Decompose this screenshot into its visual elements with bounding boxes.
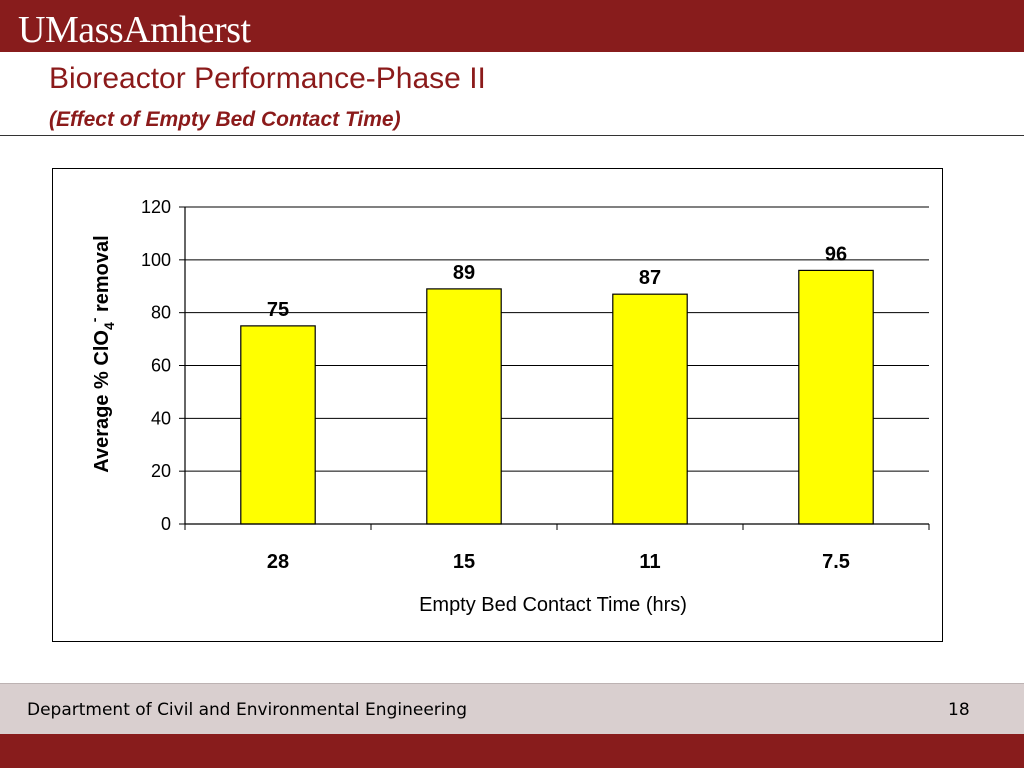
- y-axis-label: Average % ClO4- removal: [86, 235, 117, 472]
- y-tick-label: 40: [151, 408, 171, 428]
- bar: [240, 325, 316, 525]
- y-axis-label-prefix: Average % ClO: [91, 330, 113, 473]
- bar: [426, 288, 502, 525]
- tick-labels: 0 20 40 60 80 100 120 28 15 11 7.5: [141, 197, 850, 573]
- y-tick-label: 120: [141, 197, 171, 217]
- y-axis-label-subscript: 4: [101, 322, 117, 330]
- title-divider: [0, 135, 1024, 136]
- x-axis-label: Empty Bed Contact Time (hrs): [419, 594, 687, 616]
- page-number: 18: [948, 700, 970, 720]
- axes: [179, 206, 930, 530]
- footer-bar: Department of Civil and Environmental En…: [0, 683, 1024, 735]
- department-name: Department of Civil and Environmental En…: [27, 700, 468, 720]
- data-label: 75: [267, 299, 289, 321]
- umass-amherst-logo: UMassAmherst: [18, 9, 251, 51]
- bottom-banner: [0, 734, 1024, 768]
- x-tick-label: 15: [453, 551, 475, 573]
- bar: [798, 269, 874, 525]
- bars: [240, 269, 874, 525]
- slide-title: Bioreactor Performance-Phase II: [49, 62, 486, 95]
- x-tick-label: 28: [267, 551, 289, 573]
- y-tick-label: 20: [151, 461, 171, 481]
- data-label: 89: [453, 262, 475, 284]
- y-tick-label: 60: [151, 356, 171, 376]
- data-labels: 75 89 87 96: [267, 243, 847, 320]
- top-banner: UMassAmherst: [0, 0, 1024, 52]
- data-label: 96: [825, 243, 847, 265]
- chart-frame: 0 20 40 60 80 100 120 28 15 11 7.5 75 89 87 96 Empty …: [52, 168, 943, 642]
- bar-chart: 0 20 40 60 80 100 120 28 15 11 7.5 75 89 87 96 Empty …: [86, 197, 930, 616]
- y-tick-label: 100: [141, 250, 171, 270]
- x-tick-label: 7.5: [822, 551, 850, 573]
- x-tick-label: 11: [639, 551, 660, 573]
- slide-subtitle: (Effect of Empty Bed Contact Time): [49, 108, 401, 131]
- y-axis-label-suffix: removal: [91, 235, 113, 317]
- data-label: 87: [639, 267, 661, 289]
- y-axis-label-superscript: -: [86, 317, 102, 322]
- y-tick-label: 80: [151, 303, 171, 323]
- y-tick-label: 0: [161, 514, 171, 534]
- bar: [612, 293, 688, 525]
